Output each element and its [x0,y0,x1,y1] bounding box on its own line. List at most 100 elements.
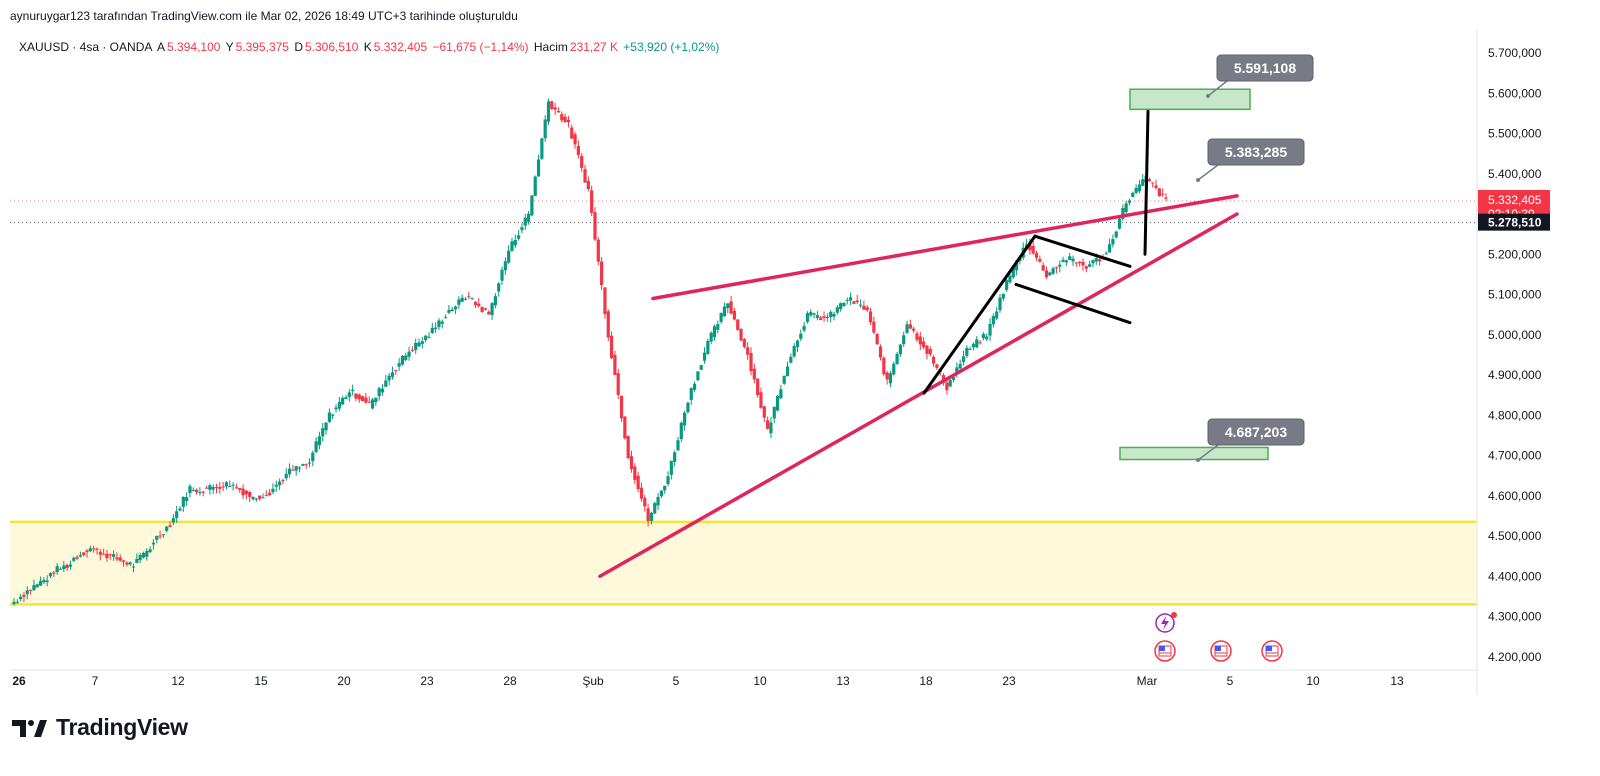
candle-body [673,452,677,462]
symbol-name[interactable]: XAUUSD · 4sa · OANDA [19,40,153,54]
candle-body [785,366,790,377]
candle-body [341,397,345,405]
candle-body [868,311,873,323]
candle-body [500,269,504,281]
candle-body [560,114,564,121]
candle-body [775,396,780,411]
current-price-value: 5.332,405 [1488,193,1542,207]
candle-body [145,551,149,557]
candle-body [414,342,418,351]
callout-label: 5.591,108 [1234,60,1296,76]
candle-body [238,488,242,490]
candle-body [92,548,96,550]
change-value: −61,675 (−1,14%) [432,40,529,54]
candle-body [1111,239,1115,245]
callout-pointer [1197,164,1219,181]
candle-body [576,145,580,156]
candle-body [1008,275,1012,283]
candle-body [616,373,620,395]
candle-body [566,119,571,123]
candle-body [819,317,823,320]
candle-body [131,566,136,568]
candle-body [845,299,849,301]
candle-body [347,392,351,398]
candle-body [311,452,315,462]
lightning-event-icon[interactable] [1155,612,1177,633]
candle-body [178,508,182,511]
candle-body [48,573,53,577]
volume-value: 231,27 K [569,40,618,54]
tradingview-logo[interactable]: TradingView [12,714,188,741]
candle-body [699,365,703,370]
candle-body [623,416,627,439]
candle-body [882,357,886,375]
candle-body [858,304,863,306]
candle-body [749,352,753,372]
candle-body [360,396,365,402]
candle-body [971,343,976,348]
target-zone [1119,446,1269,461]
candle-body [835,307,839,313]
candle-body [287,468,292,475]
callout-dot [1206,94,1210,98]
candle-body [274,484,278,487]
candle-body [885,372,889,380]
candle-body [32,585,36,591]
candle-body [1151,182,1155,184]
candle-body [507,250,511,263]
y-tick-label: 4.800,000 [1488,408,1542,422]
candle-body [812,313,816,315]
candle-body [955,367,959,374]
candle-body [832,313,836,317]
candle-body [377,388,381,397]
candle-body [98,551,102,555]
candle-body [244,490,248,495]
candle-body [251,496,255,500]
candle-body [490,303,494,316]
us-flag-event-icon[interactable] [1154,640,1176,662]
candle-body [135,558,139,563]
candle-body [686,402,690,413]
candle-body [88,548,92,552]
candle-body [354,393,358,399]
candle-body [1117,218,1122,229]
candle-body [948,380,952,387]
y-tick-label: 4.600,000 [1488,489,1542,503]
price-level-value: 5.278,510 [1488,216,1542,230]
candle-body [669,460,673,475]
x-tick-label: 23 [1002,674,1016,688]
candle-body [175,511,179,519]
candle-body [224,482,229,487]
x-tick-label: 12 [171,674,185,688]
candle-body [772,406,776,419]
candle-body [327,412,331,422]
close-label: K [363,40,372,54]
candle-body [613,354,617,376]
us-flag-event-icon[interactable] [1261,640,1283,662]
candle-body [646,508,650,521]
candle-body [357,394,361,400]
candle-body [862,305,866,310]
us-flag-event-icon[interactable] [1210,640,1232,662]
candle-body [297,467,302,469]
candle-body [1038,258,1042,262]
candle-body [590,190,594,214]
candle-body [75,557,79,559]
candle-body [546,101,551,122]
candle-body [1005,280,1009,290]
candle-body [1088,264,1092,267]
candle-body [752,368,756,380]
candle-body [915,333,919,340]
candle-body [161,534,165,536]
candle-body [722,306,727,317]
candle-body [789,356,793,363]
candle-body [1124,203,1128,213]
candle-body [958,363,962,369]
candle-body [726,303,730,309]
candle-body [815,315,820,318]
candle-body [912,328,916,331]
candle-body [636,475,640,490]
candle-body [138,555,142,561]
candle-body [351,389,355,392]
